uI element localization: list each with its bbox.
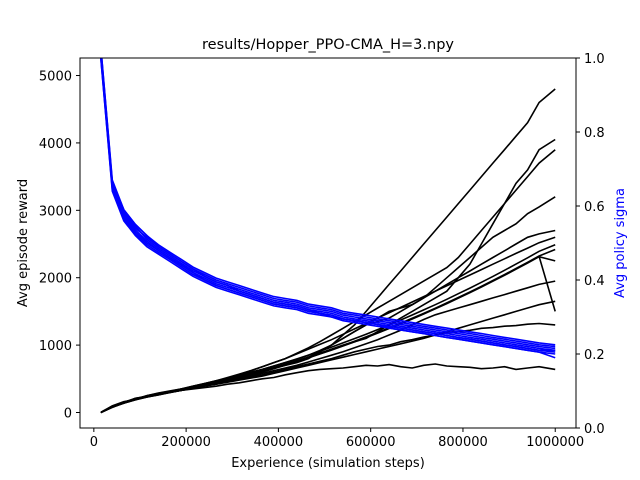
sigma-line-5	[100, 58, 556, 350]
y-axis-right: 0.0 0.2 0.4 0.6 0.8 1.0	[576, 52, 605, 437]
sigma-line-3	[100, 58, 556, 346]
y-tick-label: 4000	[39, 137, 72, 152]
x-axis: 0 200000 400000 600000 800000 1000000	[90, 428, 584, 450]
y-right-tick-label: 0.2	[584, 348, 605, 363]
x-tick-label: 200000	[161, 435, 211, 450]
y-right-tick-label: 0.4	[584, 274, 605, 289]
x-tick-label: 0	[90, 435, 98, 450]
sigma-line-8	[100, 58, 556, 352]
plot-frame	[79, 57, 577, 429]
x-tick-label: 600000	[346, 435, 396, 450]
y-right-tick-label: 0.8	[584, 126, 605, 141]
y-axis-label-left: Avg episode reward	[16, 179, 31, 307]
y-tick-label: 2000	[39, 272, 72, 287]
sigma-series-group	[100, 58, 556, 359]
y-right-tick-label: 0.6	[584, 200, 605, 215]
y-right-tick-label: 1.0	[584, 52, 605, 67]
x-tick-label: 1000000	[526, 435, 584, 450]
x-tick-label: 400000	[254, 435, 304, 450]
y-tick-label: 1000	[39, 339, 72, 354]
y-axis-left: 0 1000 2000 3000 4000 5000	[39, 70, 80, 421]
y-tick-label: 3000	[39, 204, 72, 219]
x-axis-label: Experience (simulation steps)	[231, 456, 425, 471]
sigma-line-7	[100, 58, 556, 359]
reward-line-13	[100, 255, 556, 414]
chart-title: results/Hopper_PPO-CMA_H=3.npy	[202, 37, 454, 53]
y-right-tick-label: 0.0	[584, 422, 605, 437]
reward-line-14	[100, 243, 556, 414]
y-tick-label: 5000	[39, 70, 72, 85]
reward-series-group	[100, 88, 556, 414]
y-axis-label-right: Avg policy sigma	[613, 188, 628, 298]
y-tick-label: 0	[64, 406, 72, 421]
x-tick-label: 800000	[438, 435, 488, 450]
